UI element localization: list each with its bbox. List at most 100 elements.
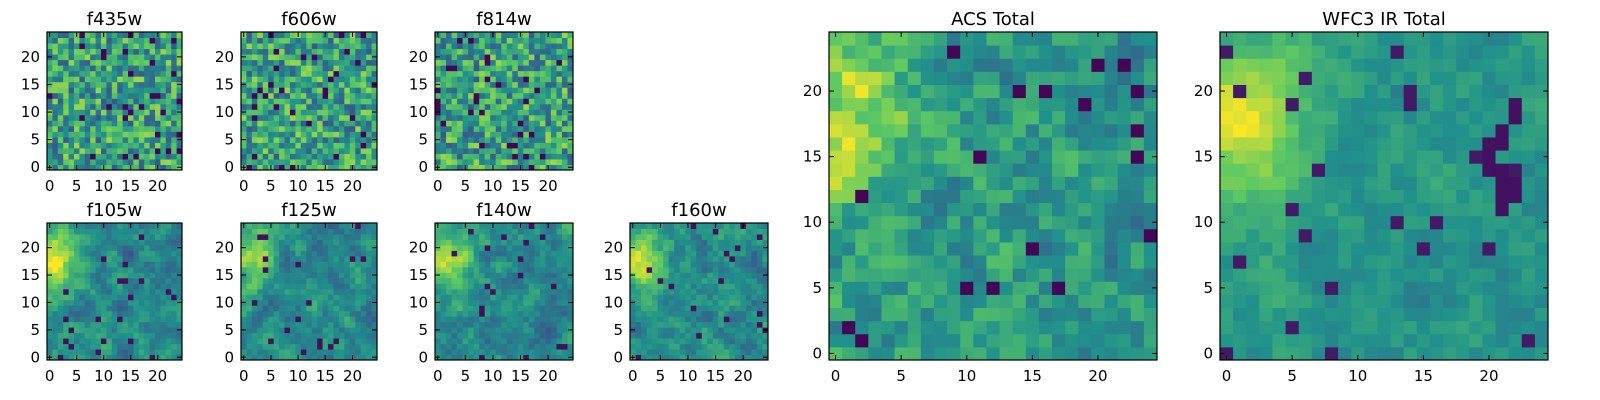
heatmap-cell (101, 59, 107, 66)
heatmap-cell (1052, 189, 1066, 204)
heatmap-cell (451, 305, 458, 312)
heatmap-cell (371, 92, 378, 99)
heatmap-cell (490, 338, 497, 345)
heatmap-cell (462, 114, 469, 121)
heatmap-cell (295, 59, 302, 66)
heatmap-cell (317, 332, 324, 339)
heatmap-cell (561, 92, 568, 99)
heatmap-cell (344, 305, 351, 312)
heatmap-cell (68, 120, 75, 127)
heatmap-cell (117, 349, 124, 356)
heatmap-cell (685, 239, 692, 246)
heatmap-cell (762, 343, 769, 350)
heatmap-cell (556, 294, 563, 301)
heatmap-cell (289, 37, 296, 44)
heatmap-cell (84, 223, 91, 229)
heatmap-cell (517, 70, 524, 77)
heatmap-cell (344, 228, 351, 235)
heatmap-cell (366, 98, 373, 105)
heatmap-cell (176, 294, 183, 301)
heatmap-cell (90, 70, 97, 77)
x-tick-label: 5 (266, 177, 276, 195)
heatmap-cell (262, 120, 269, 127)
heatmap-cell (534, 332, 541, 339)
heatmap-cell (171, 54, 178, 61)
heatmap-cell (101, 131, 107, 138)
heatmap-cell (630, 288, 637, 295)
heatmap-cell (960, 202, 974, 217)
heatmap-cell (257, 343, 264, 350)
heatmap-cell (446, 125, 453, 132)
heatmap-cell (506, 136, 513, 143)
heatmap-cell (468, 299, 475, 306)
heatmap-cell (79, 354, 86, 361)
heatmap-cell (300, 327, 307, 334)
heatmap-cell (268, 272, 275, 279)
heatmap-cell (490, 43, 497, 50)
heatmap-cell (756, 310, 763, 317)
heatmap-cell (484, 120, 491, 127)
heatmap-cell (556, 153, 563, 160)
heatmap-cell (1052, 307, 1066, 322)
heatmap-cell (111, 261, 118, 268)
heatmap-cell (1130, 320, 1145, 335)
heatmap-cell (63, 266, 70, 273)
heatmap-cell (246, 244, 253, 251)
heatmap-cell (740, 299, 747, 306)
heatmap-cell (63, 147, 70, 154)
heatmap-cell (462, 327, 469, 334)
heatmap-cell (550, 32, 557, 39)
heatmap-cell (842, 281, 856, 295)
heatmap-cell (165, 327, 172, 334)
heatmap-cell (468, 255, 475, 262)
heatmap-cell (762, 239, 769, 246)
heatmap-cell (751, 244, 758, 251)
heatmap-cell (106, 266, 113, 273)
heatmap-cell (101, 327, 107, 334)
heatmap-cell (328, 147, 334, 154)
heatmap-cell (440, 332, 447, 339)
heatmap-cell (567, 223, 574, 229)
heatmap-cell (550, 321, 557, 328)
heatmap-cell (128, 81, 134, 88)
heatmap-cell (257, 233, 264, 240)
heatmap-cell (328, 103, 334, 110)
heatmap-cell (539, 288, 546, 295)
heatmap-cell (523, 343, 530, 350)
heatmap-cell (462, 288, 469, 295)
heatmap-cell (371, 125, 378, 132)
heatmap-cell (322, 299, 329, 306)
heatmap-cell (920, 202, 935, 217)
heatmap-cell (144, 54, 151, 61)
x-tick-label: 10 (289, 367, 308, 385)
heatmap-cell (262, 354, 269, 361)
heatmap-cell (729, 288, 736, 295)
heatmap-cell (517, 261, 524, 268)
heatmap-cell (101, 338, 107, 345)
heatmap-cell (479, 305, 486, 312)
heatmap-cell (534, 272, 541, 279)
heatmap-cell (246, 305, 253, 312)
heatmap-cell (512, 228, 519, 235)
heatmap-cell (344, 136, 351, 143)
heatmap-cell (165, 310, 172, 317)
heatmap-cell (451, 65, 458, 72)
heatmap-cell (506, 321, 513, 328)
heatmap-cell (328, 343, 334, 350)
heatmap-cell (52, 103, 59, 110)
heatmap-cell (550, 349, 557, 356)
heatmap-cell (74, 349, 80, 356)
heatmap-cell (262, 239, 269, 246)
heatmap-cell (257, 136, 264, 143)
heatmap-cell (630, 343, 637, 350)
heatmap-cell (501, 316, 508, 323)
heatmap-cell (960, 307, 974, 322)
heatmap-cell (57, 343, 64, 350)
heatmap-cell (333, 109, 340, 116)
heatmap-cell (355, 316, 362, 323)
heatmap-cell (479, 332, 486, 339)
heatmap-cell (289, 76, 296, 83)
heatmap-cell (289, 223, 296, 229)
heatmap-cell (490, 136, 497, 143)
heatmap-cell (674, 277, 681, 284)
